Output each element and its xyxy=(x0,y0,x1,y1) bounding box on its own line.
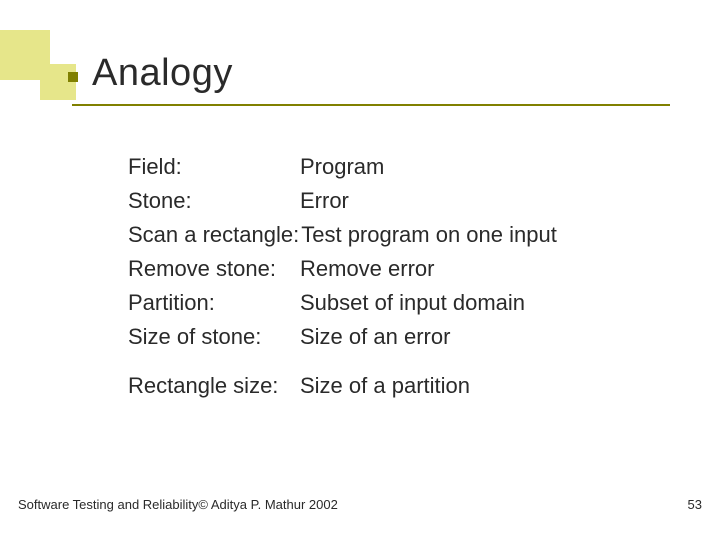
analogy-row: Field: Program xyxy=(128,150,688,184)
analogy-left: Scan a rectangle: xyxy=(128,218,301,252)
analogy-left: Partition: xyxy=(128,286,300,320)
analogy-right: Program xyxy=(300,150,384,184)
row-gap xyxy=(128,355,688,369)
analogy-row: Stone: Error xyxy=(128,184,688,218)
analogy-row: Scan a rectangle: Test program on one in… xyxy=(128,218,688,252)
analogy-right: Subset of input domain xyxy=(300,286,525,320)
analogy-left: Field: xyxy=(128,150,300,184)
analogy-right: Error xyxy=(300,184,349,218)
footer-credit: Software Testing and Reliability© Aditya… xyxy=(18,497,338,512)
analogy-right: Remove error xyxy=(300,252,434,286)
analogy-right: Size of an error xyxy=(300,320,450,354)
slide-title: Analogy xyxy=(92,52,233,95)
title-row: Analogy xyxy=(92,52,233,95)
footer: Software Testing and Reliability© Aditya… xyxy=(18,497,702,512)
analogy-left: Stone: xyxy=(128,184,300,218)
analogy-left: Remove stone: xyxy=(128,252,300,286)
analogy-left: Size of stone: xyxy=(128,320,300,354)
accent-block-2 xyxy=(40,64,76,100)
body: Field: Program Stone: Error Scan a recta… xyxy=(128,150,688,403)
analogy-right: Test program on one input xyxy=(301,218,557,252)
slide: Analogy Field: Program Stone: Error Scan… xyxy=(0,0,720,540)
page-number: 53 xyxy=(688,497,702,512)
analogy-row: Partition: Subset of input domain xyxy=(128,286,688,320)
title-underline xyxy=(72,104,670,106)
title-bullet-icon xyxy=(68,72,78,82)
analogy-right: Size of a partition xyxy=(300,369,470,403)
analogy-row: Remove stone: Remove error xyxy=(128,252,688,286)
analogy-row: Size of stone: Size of an error xyxy=(128,320,688,354)
analogy-left: Rectangle size: xyxy=(128,369,300,403)
analogy-row: Rectangle size: Size of a partition xyxy=(128,369,688,403)
